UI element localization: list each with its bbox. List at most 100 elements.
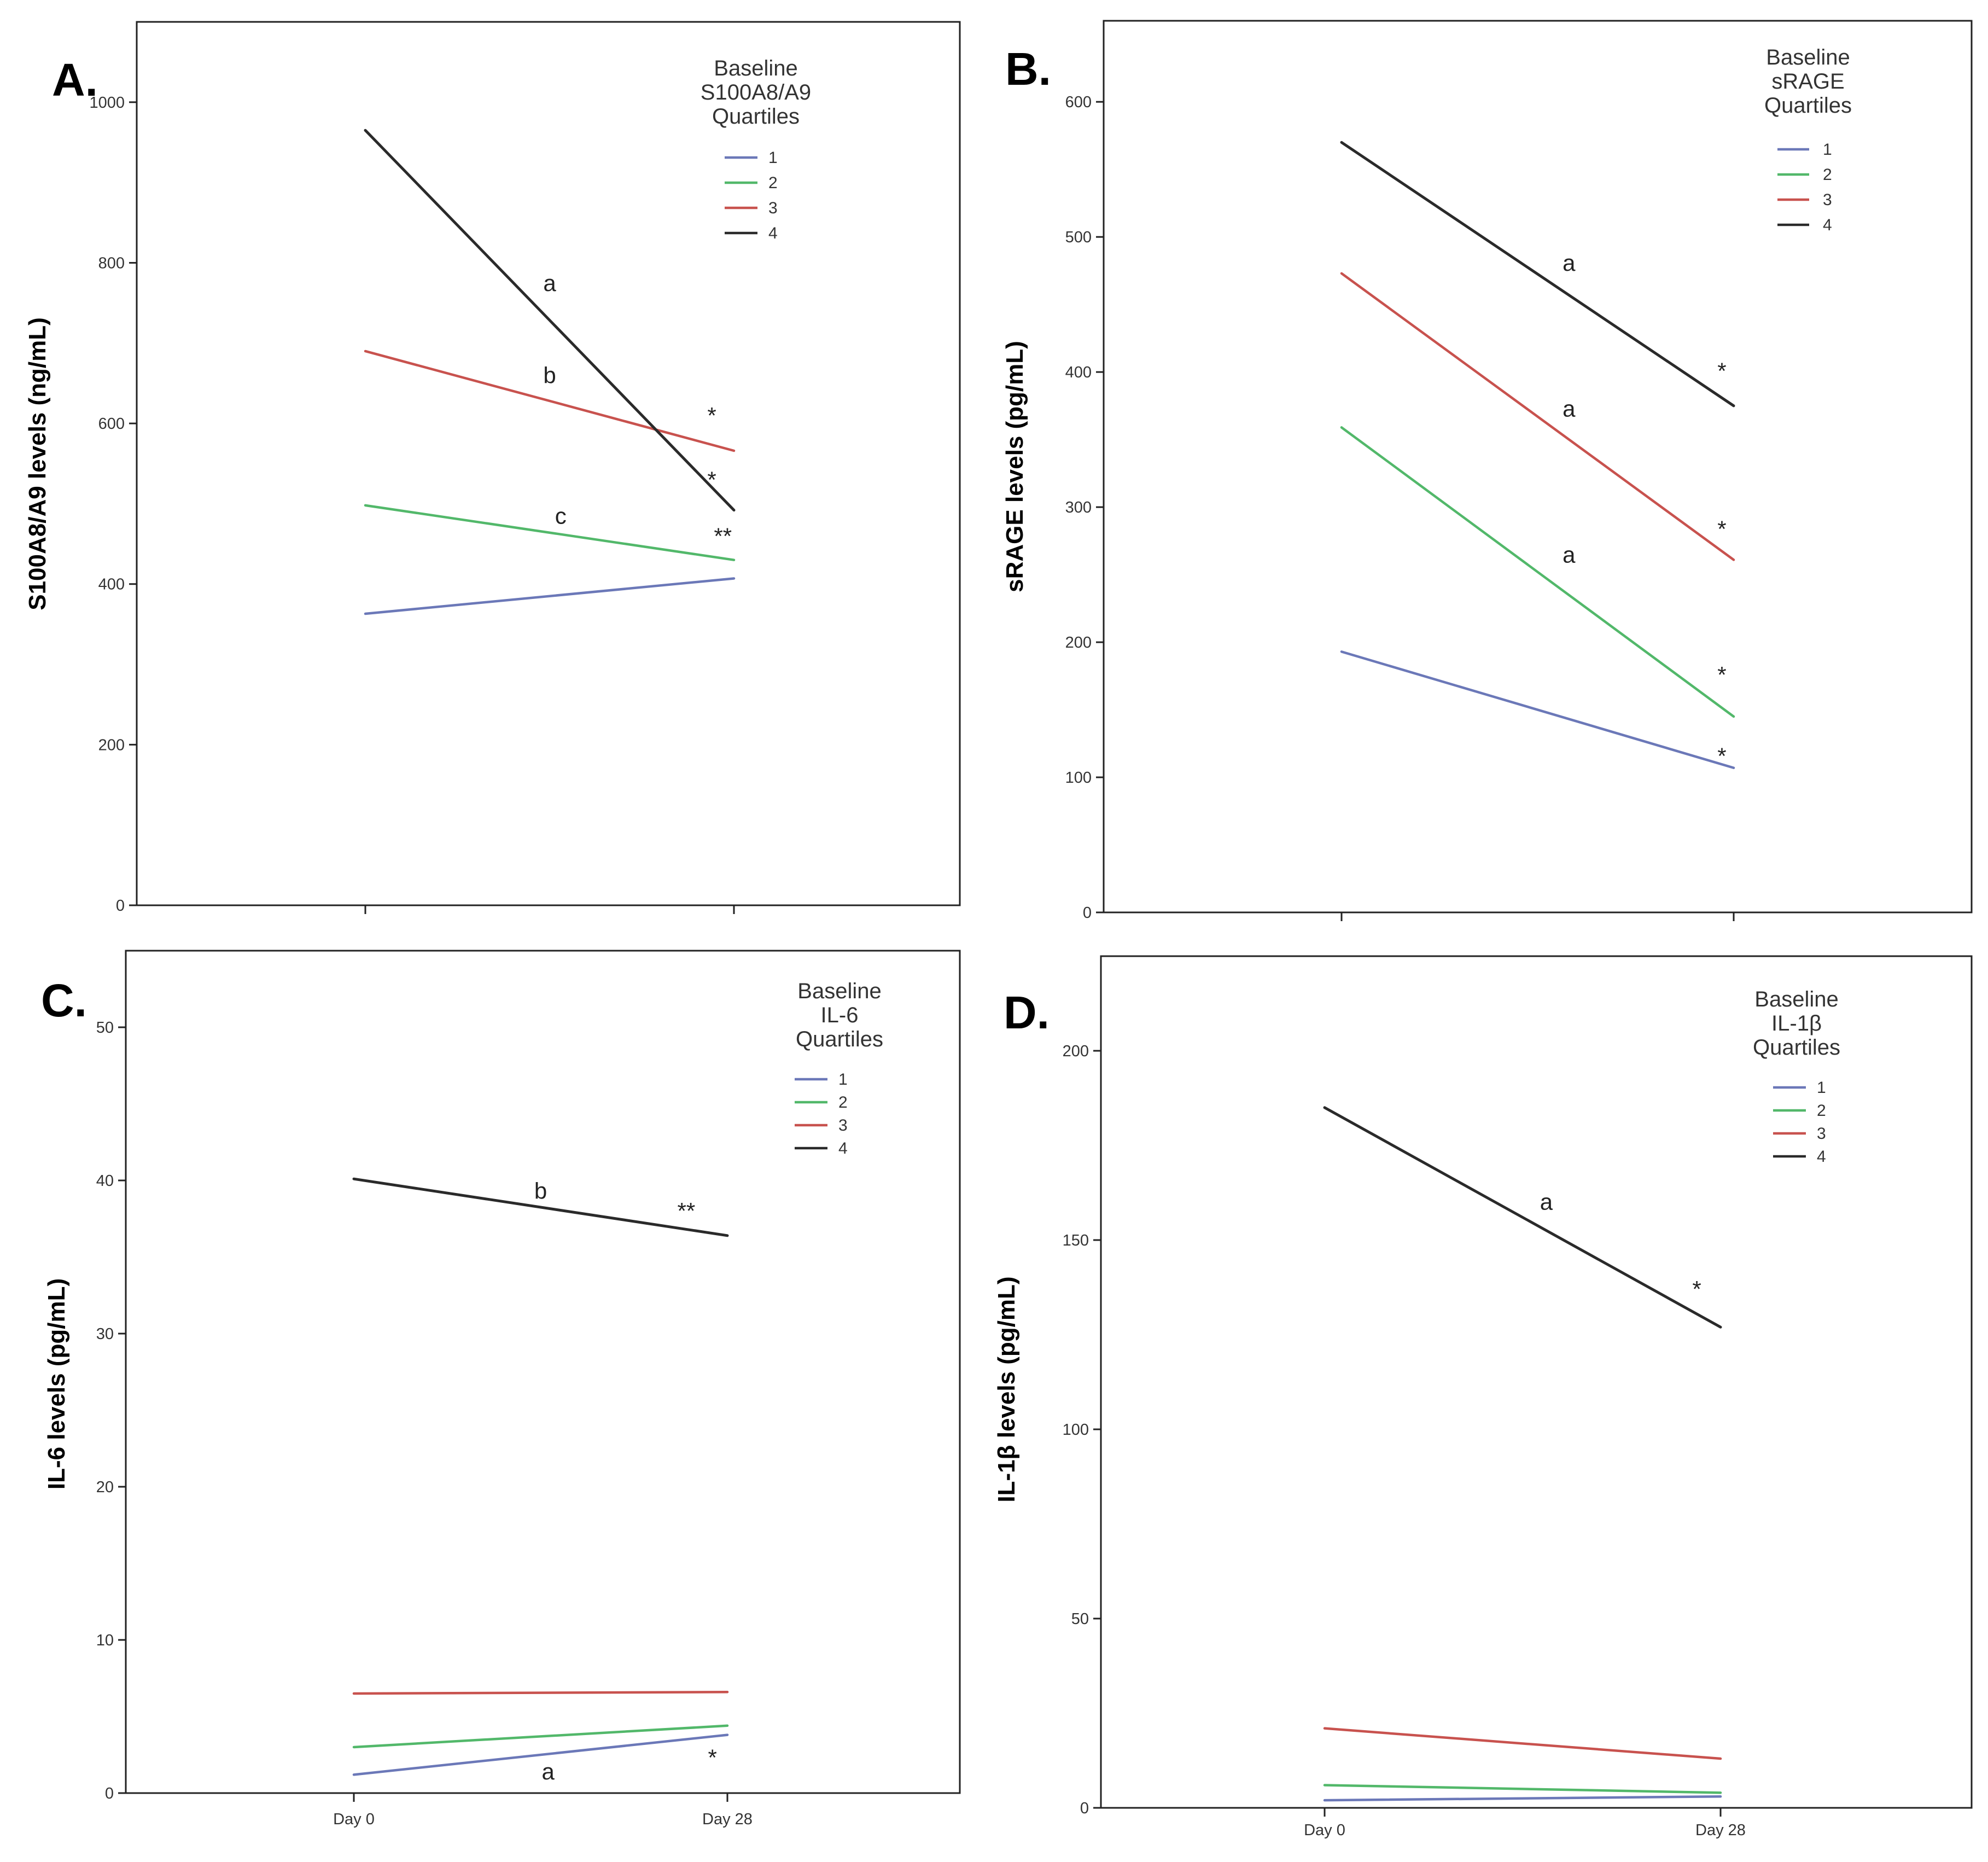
legend-title-line: IL-6 <box>821 1003 859 1027</box>
legend-title-line: Quartiles <box>712 104 800 129</box>
y-tick-label: 30 <box>96 1325 114 1343</box>
x-tick-label: Day 0 <box>333 1811 375 1828</box>
series-line-quartile-2 <box>1340 426 1735 718</box>
y-tick-label: 20 <box>96 1479 114 1496</box>
series-line-quartile-4 <box>352 1177 729 1237</box>
panel-letter: A. <box>52 54 98 106</box>
legend-label: 2 <box>1817 1102 1826 1120</box>
plot-frame <box>136 21 961 906</box>
significance-marker: * <box>1717 743 1726 769</box>
y-tick-label: 40 <box>96 1172 114 1190</box>
y-axis-label: IL-6 levels (pg/mL) <box>43 1278 70 1489</box>
y-tick-label: 0 <box>105 1785 114 1802</box>
x-tick-label: Day 28 <box>702 1811 753 1828</box>
significance-marker: * <box>1717 662 1726 688</box>
series-line-quartile-2 <box>1323 1784 1722 1794</box>
significance-marker: ** <box>714 523 732 549</box>
legend-title-line: Quartiles <box>1764 94 1852 118</box>
group-letter-annotation: a <box>1540 1189 1553 1215</box>
y-tick-label: 200 <box>1065 634 1092 651</box>
plot-frame <box>1103 20 1973 913</box>
legend-title-line: sRAGE <box>1771 69 1844 94</box>
group-letter-annotation: a <box>1563 250 1576 276</box>
y-tick-label: 50 <box>1071 1610 1089 1628</box>
legend-title-line: Baseline <box>1754 987 1838 1011</box>
y-tick-label: 200 <box>1063 1043 1089 1060</box>
y-tick-label: 600 <box>98 415 125 433</box>
group-letter-annotation: a <box>1563 396 1576 422</box>
series-line-quartile-4 <box>1323 1106 1722 1329</box>
chart-panel-c: 0 10 20 30 40 50 Day 0 Day 28 b ** a * C. IL-6 levels… <box>41 950 961 1828</box>
legend-label: 1 <box>768 149 778 167</box>
legend-label: 4 <box>1823 216 1832 234</box>
y-tick-label: 100 <box>1063 1421 1089 1439</box>
panel-letter: D. <box>1004 987 1050 1038</box>
significance-marker: * <box>1717 516 1726 542</box>
legend-title-line: Baseline <box>1766 45 1850 69</box>
legend-label: 3 <box>1817 1125 1826 1143</box>
y-tick-label: 400 <box>1065 364 1092 381</box>
y-tick-label: 150 <box>1063 1232 1089 1249</box>
series-line-quartile-1 <box>364 577 736 615</box>
series-line-quartile-2 <box>364 504 736 561</box>
x-tick-label: Day 28 <box>1695 1822 1746 1839</box>
legend-label: 3 <box>838 1116 848 1134</box>
legend-label: 4 <box>768 224 778 242</box>
y-tick-label: 300 <box>1065 499 1092 516</box>
y-tick-label: 0 <box>1083 904 1092 922</box>
legend-label: 3 <box>1823 191 1832 209</box>
group-letter-annotation: a <box>1563 542 1576 567</box>
y-tick-label: 1000 <box>89 94 125 112</box>
y-tick-label: 400 <box>98 576 125 593</box>
legend-title-line: Baseline <box>714 56 797 80</box>
legend-title-line: Baseline <box>797 979 881 1003</box>
significance-marker: * <box>1717 358 1726 383</box>
legend-title-line: Quartiles <box>1753 1035 1840 1060</box>
series-line-quartile-3 <box>364 350 736 452</box>
significance-marker: * <box>707 403 716 428</box>
series-line-quartile-4 <box>1340 141 1735 408</box>
series-line-quartile-1 <box>1340 650 1735 769</box>
series-line-quartile-1 <box>352 1733 729 1776</box>
y-tick-label: 10 <box>96 1632 114 1649</box>
legend-label: 3 <box>768 199 778 217</box>
x-tick-label: Day 0 <box>1304 1822 1345 1839</box>
plot-frame <box>125 950 961 1794</box>
group-letter-annotation: a <box>541 1759 555 1784</box>
series-line-quartile-1 <box>1323 1795 1722 1802</box>
legend-label: 1 <box>1823 141 1832 159</box>
legend-label: 2 <box>768 174 778 192</box>
group-letter-annotation: b <box>534 1178 547 1204</box>
panel-letter: B. <box>1005 43 1051 95</box>
legend-label: 2 <box>838 1093 848 1112</box>
plot-frame <box>1100 955 1973 1809</box>
y-axis-label: S100A8/A9 levels (ng/mL) <box>24 317 51 610</box>
legend-title-line: IL-1β <box>1771 1011 1822 1035</box>
series-line-quartile-3 <box>1323 1727 1722 1760</box>
legend-label: 1 <box>838 1070 848 1089</box>
y-tick-label: 100 <box>1065 769 1092 787</box>
chart-panel-b: 0 100 200 300 400 500 600 a a a * * * * B. sRAGE levels… <box>1001 20 1973 922</box>
y-tick-label: 0 <box>116 897 125 915</box>
y-tick-label: 500 <box>1065 229 1092 246</box>
significance-marker: * <box>707 467 716 493</box>
legend-label: 2 <box>1823 166 1832 184</box>
series-line-quartile-3 <box>352 1690 729 1695</box>
significance-marker: ** <box>678 1198 696 1224</box>
series-line-quartile-4 <box>364 129 736 512</box>
group-letter-annotation: b <box>543 363 556 388</box>
y-tick-label: 600 <box>1065 94 1092 111</box>
series-line-quartile-2 <box>352 1724 729 1749</box>
group-letter-annotation: a <box>543 270 556 296</box>
series-line-quartile-3 <box>1340 272 1735 561</box>
significance-marker: * <box>1692 1276 1701 1302</box>
legend-label: 1 <box>1817 1079 1826 1097</box>
y-axis-label: sRAGE levels (pg/mL) <box>1001 341 1028 592</box>
chart-panel-d: 0 50 100 150 200 Day 0 Day 28 a * D. IL-1β levels … <box>993 955 1973 1839</box>
